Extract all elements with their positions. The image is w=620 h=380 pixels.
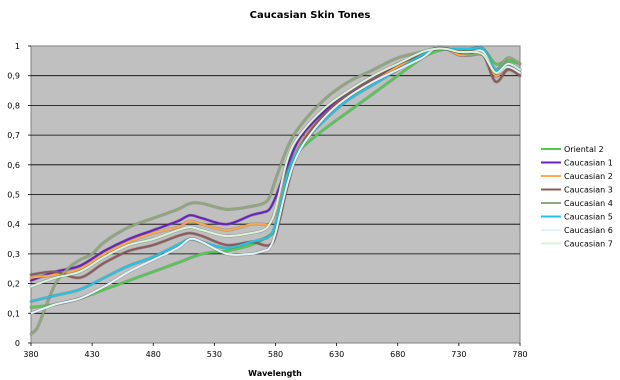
x-tick-label: 430 — [84, 350, 99, 359]
legend-label: Caucasian 6 — [564, 226, 613, 235]
y-tick-label: 0,1 — [7, 309, 20, 318]
chart-title: Caucasian Skin Tones — [250, 10, 371, 21]
x-axis-title: Wavelength — [248, 369, 302, 378]
series-line — [29, 45, 522, 304]
x-tick-label: 730 — [451, 350, 466, 359]
y-axis: 0 0,1 0,2 0,3 0,4 0,5 0,6 0,7 0,8 0,9 1 — [7, 42, 31, 348]
legend-item: Caucasian 7 — [541, 240, 613, 249]
legend-item: Caucasian 3 — [541, 186, 613, 195]
y-tick-label: 0,8 — [7, 101, 20, 110]
x-tick-label: 530 — [207, 350, 222, 359]
y-tick-label: 0,9 — [7, 72, 20, 81]
legend-label: Caucasian 7 — [564, 240, 613, 249]
x-tick-label: 680 — [390, 350, 405, 359]
y-tick-label: 0 — [15, 339, 20, 348]
x-axis: 380 430 480 530 580 630 680 730 780 — [23, 343, 528, 359]
legend-label: Oriental 2 — [564, 145, 604, 154]
y-tick-label: 0,4 — [7, 220, 20, 229]
legend-item: Caucasian 5 — [541, 213, 613, 222]
legend: Oriental 2 Caucasian 1 Caucasian 2 Caucasia… — [541, 145, 613, 249]
y-tick-label: 0,7 — [7, 131, 20, 140]
y-tick-label: 0,5 — [7, 191, 20, 200]
legend-label: Caucasian 5 — [564, 213, 613, 222]
legend-item: Caucasian 1 — [541, 159, 613, 168]
y-tick-label: 1 — [15, 42, 20, 51]
series-line — [29, 47, 522, 289]
legend-item: Caucasian 4 — [541, 199, 613, 208]
y-tick-label: 0,2 — [7, 280, 20, 289]
legend-label: Caucasian 1 — [564, 159, 613, 168]
x-tick-label: 630 — [329, 350, 344, 359]
x-tick-label: 780 — [512, 350, 527, 359]
x-tick-label: 480 — [146, 350, 161, 359]
legend-label: Caucasian 2 — [564, 172, 613, 181]
series-line-stroke — [30, 46, 521, 303]
legend-label: Caucasian 3 — [564, 186, 613, 195]
y-tick-label: 0,6 — [7, 161, 20, 170]
series-line-stroke — [30, 47, 521, 288]
x-tick-label: 380 — [23, 350, 38, 359]
legend-label: Caucasian 4 — [564, 199, 613, 208]
legend-item: Oriental 2 — [541, 145, 604, 154]
x-tick-label: 580 — [268, 350, 283, 359]
y-tick-label: 0,3 — [7, 250, 20, 259]
grid — [31, 75, 520, 314]
legend-item: Caucasian 6 — [541, 226, 613, 235]
series-layer — [29, 45, 522, 336]
legend-item: Caucasian 2 — [541, 172, 613, 181]
